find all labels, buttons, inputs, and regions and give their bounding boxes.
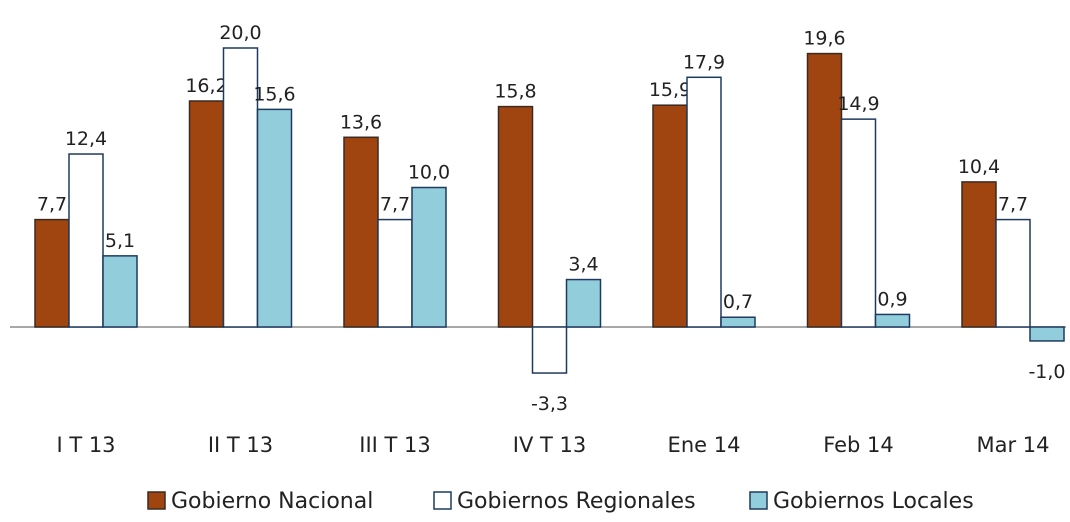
bar-gobiernos-regionales-4 (686, 76, 722, 328)
legend-swatch (433, 491, 452, 510)
x-tick-label: IV T 13 (513, 433, 586, 457)
data-label: 12,4 (65, 128, 107, 150)
bar-gobiernos-regionales-6 (995, 218, 1031, 328)
legend-swatch (147, 491, 166, 510)
data-label: 19,6 (803, 28, 845, 50)
legend-label: Gobiernos Locales (773, 489, 974, 514)
x-tick-label: I T 13 (56, 433, 115, 457)
bar-gobiernos-regionales-0 (68, 153, 104, 328)
data-label: 7,7 (37, 194, 67, 216)
data-label: 13,6 (340, 111, 382, 133)
bar-gobiernos-locales-5 (874, 313, 911, 328)
bar-gobierno-nacional-6 (961, 181, 997, 328)
data-label: 3,4 (568, 254, 598, 276)
x-tick-label: Feb 14 (823, 433, 894, 457)
bar-gobiernos-locales-6 (1029, 326, 1065, 342)
data-label: 0,7 (723, 291, 753, 313)
x-tick-label: II T 13 (208, 433, 273, 457)
legend-label: Gobierno Nacional (171, 489, 373, 514)
data-label: 15,6 (253, 83, 295, 105)
data-label: -3,3 (531, 393, 568, 415)
bar-gobiernos-regionales-5 (840, 118, 877, 328)
data-label: 20,0 (219, 22, 261, 44)
bar-gobierno-nacional-2 (343, 136, 379, 328)
data-label: 16,2 (185, 75, 227, 97)
data-label: 5,1 (105, 230, 135, 252)
data-label: 7,7 (380, 194, 410, 216)
legend-swatch (749, 491, 768, 510)
bar-gobiernos-locales-2 (411, 186, 447, 328)
bar-gobiernos-locales-3 (565, 278, 602, 328)
x-tick-label: Ene 14 (668, 433, 741, 457)
data-label: 14,9 (837, 93, 879, 115)
data-label: -1,0 (1028, 361, 1065, 383)
bar-gobiernos-locales-0 (102, 255, 138, 328)
bar-gobiernos-locales-4 (720, 316, 756, 328)
bar-gobiernos-regionales-2 (377, 218, 413, 328)
x-tick-label: III T 13 (359, 433, 430, 457)
bar-gobiernos-locales-1 (256, 108, 293, 328)
legend-label: Gobiernos Regionales (457, 489, 696, 514)
data-label: 10,4 (958, 156, 1000, 178)
bar-gobierno-nacional-5 (806, 52, 843, 328)
data-label: 17,9 (683, 51, 725, 73)
data-label: 7,7 (998, 194, 1028, 216)
bar-gobierno-nacional-1 (188, 100, 225, 328)
x-tick-label: Mar 14 (976, 433, 1049, 457)
bar-gobierno-nacional-4 (652, 104, 688, 328)
bar-gobiernos-regionales-3 (531, 326, 568, 374)
bar-gobierno-nacional-0 (34, 218, 70, 328)
data-label: 0,9 (877, 288, 907, 310)
data-label: 10,0 (408, 162, 450, 184)
data-label: 15,8 (494, 81, 536, 103)
bar-gobierno-nacional-3 (497, 105, 534, 328)
data-label: 15,9 (649, 79, 691, 101)
